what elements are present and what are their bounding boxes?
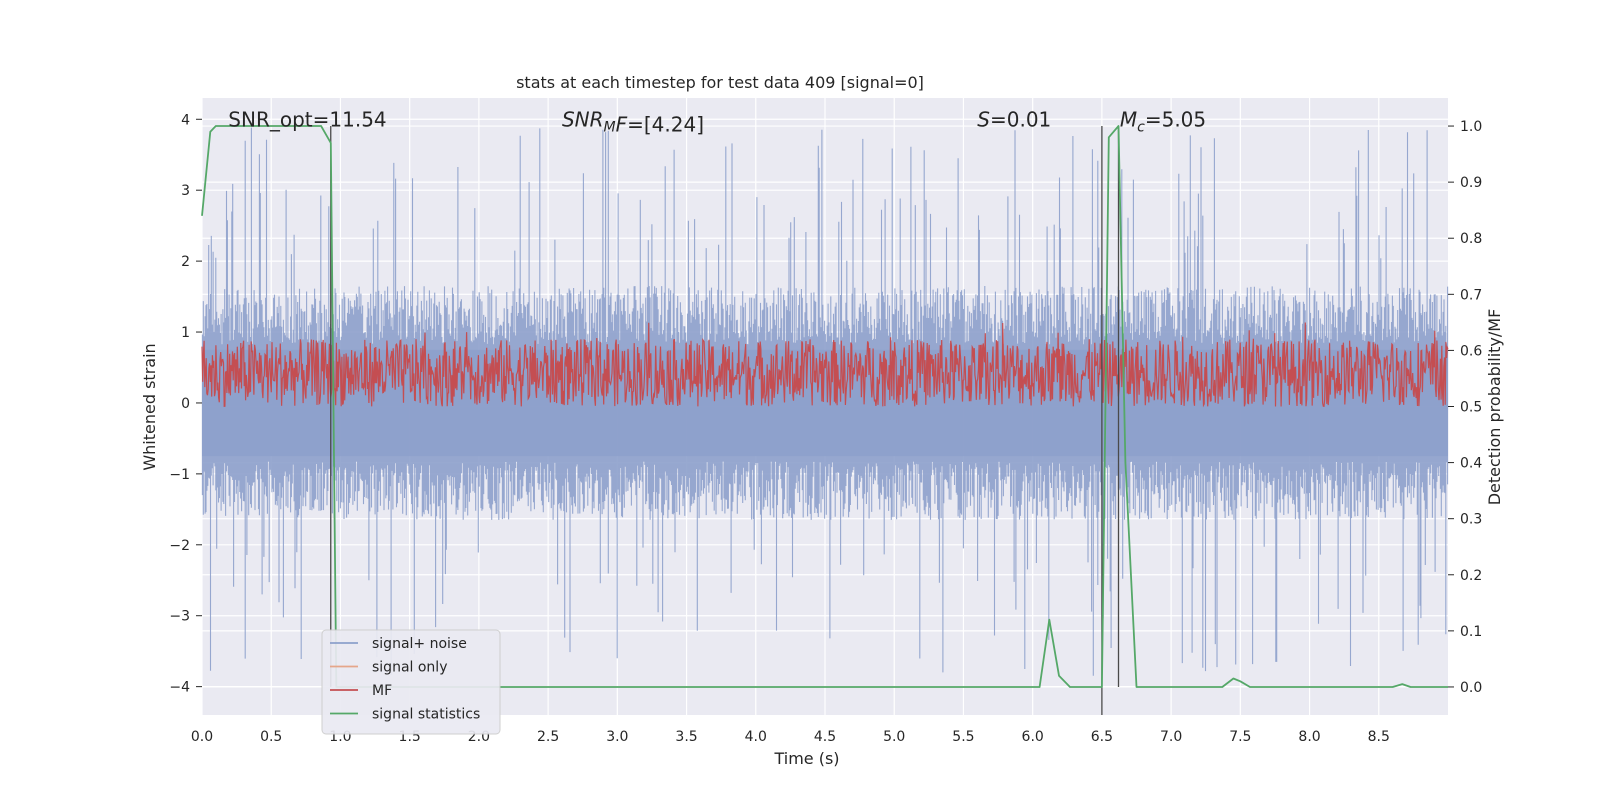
x-tick-label: 0.0 (191, 729, 213, 745)
annotation-snr-mf: SNRMF=[4.24] (562, 107, 704, 136)
y2-tick-label: 0.3 (1460, 512, 1482, 528)
annotation-snr-opt: SNR_opt=11.54 (228, 107, 386, 131)
x-tick-label: 5.5 (952, 729, 974, 745)
y2-tick-label: 0.0 (1460, 680, 1482, 696)
y-axis-label: Whitened strain (140, 343, 159, 470)
y-tick-label: −2 (169, 538, 190, 554)
y-tick-label: 0 (181, 396, 190, 412)
signal-statistics-series (201, 125, 1448, 688)
x-tick-label: 7.0 (1160, 729, 1182, 745)
x-tick-label: 3.0 (606, 729, 628, 745)
annotations: SNR_opt=11.54 SNRMF=[4.24] S=0.01 Mc=5.05 (228, 107, 1206, 136)
y2-tick-label: 0.6 (1460, 343, 1482, 359)
legend-label: signal+ noise (372, 636, 467, 652)
x-tick-label: 7.5 (1229, 729, 1251, 745)
chart-title: stats at each timestep for test data 409… (516, 73, 924, 92)
y-tick-label: −1 (169, 467, 190, 483)
y2-tick-label: 1.0 (1460, 119, 1482, 135)
x-tick-label: 0.5 (260, 729, 282, 745)
y2-tick-label: 0.1 (1460, 624, 1482, 640)
y-tick-label: 1 (181, 325, 190, 341)
x-axis-label: Time (s) (773, 749, 839, 768)
y2-tick-label: 0.9 (1460, 175, 1482, 191)
mf-series (201, 322, 1449, 408)
y-tick-label: 3 (181, 183, 190, 199)
x-tick-labels: 0.0 0.5 1.0 1.5 2.0 2.5 3.0 3.5 4.0 4.5 5.0 5.5 6.0 6… (191, 729, 1390, 745)
annotation-mc-val: Mc=5.05 (1120, 107, 1206, 135)
signal-statistics-line (201, 125, 1448, 688)
x-tick-label: 8.0 (1298, 729, 1320, 745)
y-tick-label: 2 (181, 254, 190, 270)
y2-tick-label: 0.8 (1460, 231, 1482, 247)
legend: signal+ noise signal only MF signal statist… (321, 629, 501, 735)
legend-label: signal only (372, 660, 447, 676)
x-tick-label: 4.5 (814, 729, 836, 745)
y2-tick-labels: 0.0 0.1 0.2 0.3 0.4 0.5 0.6 0.7 0.8 0.9 1.0 (1448, 119, 1482, 696)
annotation-s-val: S=0.01 (977, 107, 1051, 131)
y2-tick-label: 0.7 (1460, 287, 1482, 303)
x-tick-label: 6.0 (1022, 729, 1044, 745)
y2-tick-label: 0.4 (1460, 456, 1482, 472)
legend-box (321, 629, 501, 735)
y2-tick-label: 0.2 (1460, 568, 1482, 584)
y-tick-label: 4 (181, 112, 190, 128)
y-tick-labels: −4 −3 −2 −1 0 1 2 3 4 (169, 112, 202, 696)
x-tick-label: 5.0 (883, 729, 905, 745)
y-tick-label: −3 (169, 609, 190, 625)
y-tick-label: −4 (169, 680, 190, 696)
x-tick-label: 3.5 (675, 729, 697, 745)
x-tick-label: 2.5 (537, 729, 559, 745)
x-tick-label: 4.0 (745, 729, 767, 745)
x-tick-label: 8.5 (1368, 729, 1390, 745)
y2-tick-label: 0.5 (1460, 400, 1482, 416)
mf-line (201, 322, 1449, 408)
legend-label: signal statistics (372, 707, 480, 723)
legend-label: MF (372, 683, 392, 699)
x-tick-label: 6.5 (1091, 729, 1113, 745)
y2-axis-label: Detection probability/MF (1485, 309, 1504, 506)
